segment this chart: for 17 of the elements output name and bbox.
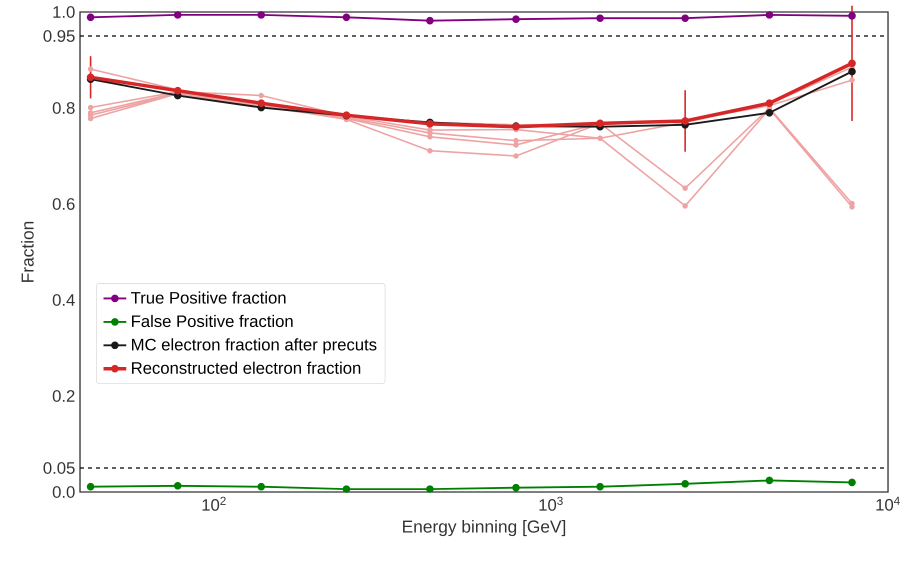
y-tick-label: 0.4 [52,294,75,306]
legend-label: True Positive fraction [131,291,286,304]
x-axis-title: Energy binning [GeV] [403,520,566,536]
y-tick-label: 0.95 [44,30,75,42]
legend-label: Reconstructed electron fraction [132,362,360,374]
y-tick-label: 0.8 [52,102,75,114]
y-tick-label: 0.6 [52,198,75,210]
y-tick-label: 0.05 [44,462,75,474]
y-tick-label: 1.0 [53,6,75,18]
x-tick-label: 10$^{2}$ [202,496,226,511]
legend-label: False Positive fraction [132,314,293,328]
x-tick-label: 10$^{4}$ [876,496,900,511]
x-tick-label: 10$^{3}$ [539,496,563,511]
y-axis-title: Fraction [20,222,34,282]
legend-label: MC electron fraction after precuts [132,338,376,354]
y-tick-label: 0.2 [52,390,74,402]
y-tick-label: 0.0 [52,486,75,498]
